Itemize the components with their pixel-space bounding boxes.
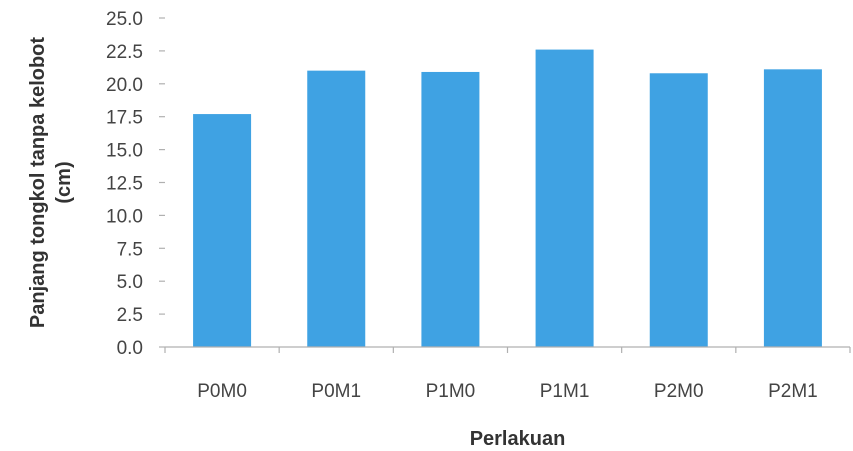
x-tick-label: P0M0	[197, 381, 247, 402]
y-tick-label: 10.0	[106, 206, 143, 227]
y-tick-label: 7.5	[117, 239, 143, 260]
x-tick-label: P1M0	[426, 381, 476, 402]
bar-p0m0	[193, 114, 252, 348]
x-tick-label: P1M1	[540, 381, 590, 402]
y-axis-title: Panjang tongkol tanpa kelobot (cm)	[27, 37, 75, 328]
y-tick-label: 15.0	[106, 141, 143, 162]
y-axis-ticks: 0.0 2.5 5.0 7.5 10.0 12.5 15.0 17.5 20.0 22.5 25.0	[106, 9, 165, 359]
bar-p2m1	[763, 69, 822, 347]
bar-p0m1	[307, 70, 366, 347]
y-tick-label: 0.0	[117, 338, 143, 359]
x-tick-label: P2M0	[654, 381, 704, 402]
bar-p1m0	[421, 71, 480, 348]
y-axis-title-line1: Panjang tongkol tanpa kelobot	[27, 37, 49, 328]
y-tick-label: 17.5	[106, 108, 143, 129]
bar-p1m1	[535, 49, 594, 348]
y-axis-title-line2: (cm)	[53, 161, 75, 203]
x-axis-title: Perlakuan	[470, 428, 566, 450]
bar-p2m0	[649, 73, 708, 347]
x-tick-label: P0M1	[311, 381, 361, 402]
y-tick-label: 2.5	[117, 305, 143, 326]
bars	[193, 49, 822, 348]
y-tick-label: 22.5	[106, 42, 143, 63]
y-tick-label: 20.0	[106, 75, 143, 96]
x-axis-ticks: P0M0 P0M1 P1M0 P1M1 P2M0 P2M1	[164, 347, 851, 402]
y-tick-label: 25.0	[106, 9, 143, 30]
y-tick-label: 5.0	[117, 272, 143, 293]
y-tick-label: 12.5	[106, 174, 143, 195]
x-tick-label: P2M1	[768, 381, 818, 402]
